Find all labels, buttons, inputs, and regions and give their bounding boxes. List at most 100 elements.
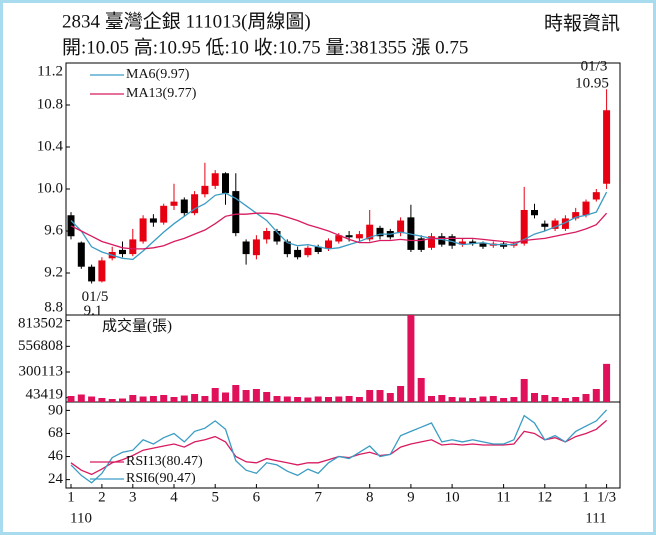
candle-body <box>376 227 384 237</box>
x-tick-label: 7 <box>314 489 322 505</box>
volume-bar <box>417 378 425 402</box>
candle-body <box>479 243 487 247</box>
y-tick-label: 10.8 <box>37 96 63 112</box>
candle-body <box>170 201 178 206</box>
candle-body <box>294 249 302 258</box>
candle-body <box>417 238 425 250</box>
volume-bar <box>129 395 137 402</box>
volume-bar <box>531 393 538 402</box>
volume-bar <box>77 394 85 402</box>
candle-body <box>222 173 229 194</box>
candle-body <box>314 246 322 252</box>
legend-label: RSI6(90.47) <box>126 471 196 486</box>
candle-body <box>458 241 466 245</box>
volume-bar <box>211 388 219 402</box>
x-tick-label: 8 <box>366 489 374 505</box>
candle-body <box>263 231 271 240</box>
rsi-line <box>70 409 608 484</box>
candle-body <box>469 241 477 244</box>
high-note-date: 01/3 <box>581 59 608 75</box>
volume-bar <box>458 397 466 402</box>
candle-body <box>345 235 353 238</box>
x-tick-label: 4 <box>170 489 178 505</box>
candle-body <box>119 249 126 255</box>
volume-bar <box>500 398 508 402</box>
x-tick-label: 12 <box>537 489 552 505</box>
volume-bar <box>592 389 600 402</box>
volume-bar <box>170 397 178 402</box>
chart-title: 2834 臺灣企銀 111013(周線圖) <box>62 10 311 32</box>
price-info: 開:10.05 高:10.95 低:10 收:10.75 量:381355 漲 … <box>62 36 468 58</box>
low-note-date: 01/5 <box>82 289 109 305</box>
x-tick-label: 3 <box>129 489 137 505</box>
volume-bar <box>201 396 209 402</box>
volume-bar <box>283 396 291 402</box>
volume-bar <box>232 385 240 402</box>
candle-body <box>561 218 569 229</box>
x-tick-label: 9 <box>407 489 415 505</box>
volume-bar <box>469 398 477 402</box>
rsi-panel <box>65 401 621 489</box>
moving-average-line <box>70 191 608 261</box>
x-tick-label: 5 <box>211 489 219 505</box>
volume-bar <box>304 397 312 402</box>
volume-bar <box>582 394 590 402</box>
legend-label: RSI13(80.47) <box>126 454 203 469</box>
candle-body <box>98 260 106 282</box>
volume-bar <box>355 397 363 402</box>
y-tick-label: 9.2 <box>44 264 63 280</box>
y-tick-label: 556808 <box>18 338 63 354</box>
candle-body <box>129 239 137 255</box>
candle-body <box>438 236 446 245</box>
volume-bar <box>572 397 580 402</box>
volume-label: 成交量(張) <box>102 316 172 334</box>
x-year-label: 111 <box>585 510 606 526</box>
y-tick-label: 813502 <box>18 315 63 331</box>
candle-body <box>283 241 291 255</box>
x-tick-label: 6 <box>253 489 261 505</box>
volume-bar <box>376 390 384 402</box>
volume-bar <box>561 398 569 402</box>
x-tick-label: 1 <box>67 489 75 505</box>
volume-bar <box>160 395 168 402</box>
volume-bar <box>397 386 405 402</box>
candle-body <box>139 218 147 242</box>
volume-bar <box>345 396 353 402</box>
low-note-value: 9.1 <box>84 303 103 319</box>
candle-body <box>541 223 549 227</box>
volume-bar <box>520 379 528 402</box>
volume-bar <box>314 396 322 402</box>
candle-body <box>355 234 363 239</box>
y-tick-label: 10.0 <box>37 180 63 196</box>
y-tick-label: 300113 <box>19 363 63 379</box>
volume-bar <box>366 390 374 402</box>
candle-body <box>325 240 332 249</box>
y-tick-label: 46 <box>48 448 64 464</box>
volume-bar <box>407 315 415 402</box>
y-tick-label: 9.6 <box>44 222 63 238</box>
x-tick-label: 11 <box>496 489 510 505</box>
x-tick-label: 1 <box>582 489 590 505</box>
candle-body <box>551 220 559 229</box>
candle-body <box>67 215 75 237</box>
candle-body <box>273 231 281 242</box>
candle-body <box>180 199 188 214</box>
candle-body <box>201 185 209 195</box>
candle-body <box>335 235 343 242</box>
volume-bar <box>98 398 106 402</box>
y-tick-label: 68 <box>48 425 63 441</box>
volume-bar <box>222 392 229 402</box>
candle-body <box>428 236 435 248</box>
candle-body <box>572 212 580 219</box>
high-note-value: 10.95 <box>575 76 609 92</box>
legend-label: MA13(9.77) <box>126 86 197 101</box>
volume-bar <box>325 397 332 402</box>
candle-body <box>397 220 405 234</box>
legend-label: MA6(9.97) <box>126 67 190 82</box>
candle-body <box>582 201 590 216</box>
volume-bar <box>252 389 260 402</box>
volume-bar <box>335 396 343 402</box>
